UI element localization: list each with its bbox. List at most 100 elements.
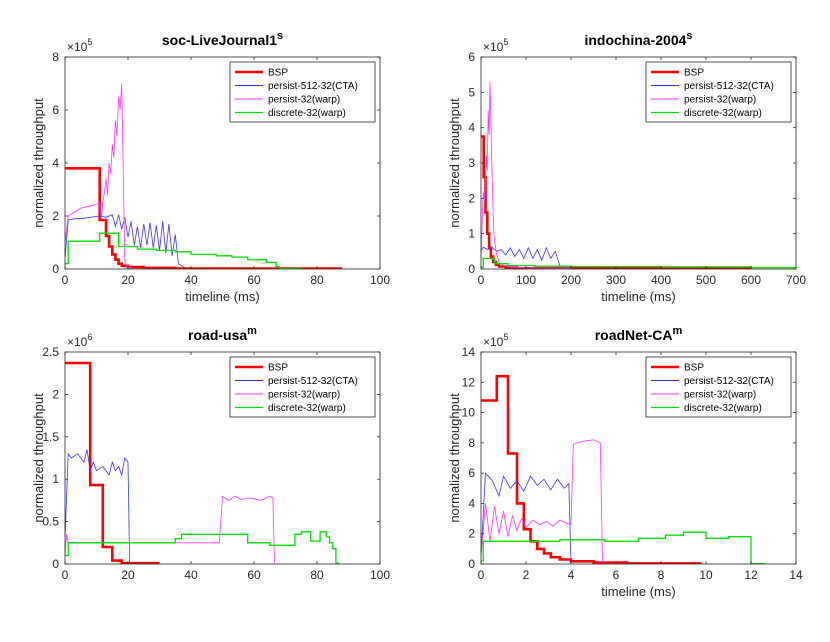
y-tick-label: 14: [462, 345, 476, 359]
x-tick-label: 100: [370, 568, 390, 582]
axes-frame: [64, 351, 381, 565]
y-exponent-label: ×105: [67, 37, 92, 54]
y-tick-label: 1: [468, 227, 475, 241]
chart-title-superscript: m: [673, 325, 683, 337]
x-axis-label: timeline (ms): [185, 289, 259, 304]
y-tick-label: 8: [52, 50, 59, 64]
x-tick-label: 400: [651, 273, 671, 287]
y-tick-label: 2: [52, 209, 59, 223]
chart-title: indochina-2004s: [584, 30, 692, 48]
x-tick-label: 0: [62, 568, 69, 582]
x-tick-label: 6: [613, 568, 620, 582]
x-tick-label: 4: [568, 568, 575, 582]
chart-panel-4: 0 2 4 6 8 10 12 14 0 2 4 6 8 10 12 14 ×105 roadNet-CAm tim…: [447, 325, 803, 599]
y-tick-label: 0.5: [42, 515, 59, 529]
y-tick-label: 8: [468, 436, 475, 450]
series-line-discrete-32-warp-: [65, 232, 302, 269]
x-tick-label: 300: [606, 273, 626, 287]
series-line-discrete-32-warp-: [65, 531, 340, 564]
series-line-persist-32-warp-: [481, 439, 603, 563]
series-line-persist-32-warp-: [481, 81, 572, 269]
y-tick-label: 4: [52, 156, 59, 170]
x-tick-label: 2: [523, 568, 530, 582]
y-tick-label: 2.5: [42, 345, 59, 359]
legend-entry: persist-512-32(CTA): [268, 81, 358, 92]
y-tick-label: 2: [52, 387, 59, 401]
y-exponent-label: ×106: [67, 332, 92, 349]
legend-entry: BSP: [268, 363, 288, 374]
series-line-bsp: [481, 135, 751, 269]
legend-entry: persist-32(warp): [684, 390, 756, 401]
chart-title-main: road-usa: [188, 327, 247, 343]
legend-entry: persist-32(warp): [684, 95, 756, 106]
series-group: [65, 361, 340, 564]
x-axis-label: timeline (ms): [601, 584, 675, 599]
y-axis-label: normalized throughput: [447, 393, 462, 523]
legend-entry: discrete-32(warp): [684, 108, 762, 119]
series-line-persist-512-32-cta-: [65, 449, 130, 563]
chart-title-main: roadNet-CA: [595, 327, 673, 343]
chart-title-superscript: s: [686, 30, 692, 42]
legend: BSP persist-512-32(CTA) persist-32(warp) di…: [645, 61, 792, 123]
legend-entry: BSP: [268, 68, 288, 79]
x-tick-label: 200: [561, 273, 581, 287]
chart-title-superscript: s: [277, 30, 283, 42]
x-tick-label: 60: [247, 273, 261, 287]
legend-entry: persist-32(warp): [268, 95, 340, 106]
y-tick-label: 4: [468, 121, 475, 135]
legend-entry: BSP: [684, 363, 704, 374]
legend-entry: discrete-32(warp): [268, 108, 346, 119]
x-tick-label: 20: [121, 273, 135, 287]
y-tick-label: 6: [52, 103, 59, 117]
y-exponent-label: ×105: [483, 332, 508, 349]
y-tick-label: 6: [468, 50, 475, 64]
legend: BSP persist-512-32(CTA) persist-32(warp) di…: [229, 61, 376, 123]
chart-panel-3: 0 20 40 60 80 100 0 0.5 1 1.5 2 2.5 ×106 road-usam nor…: [31, 325, 390, 582]
chart-title: soc-LiveJournal1s: [162, 30, 283, 48]
legend-entry: persist-512-32(CTA): [268, 376, 358, 387]
x-tick-label: 500: [696, 273, 716, 287]
y-tick-label: 2: [468, 191, 475, 205]
y-tick-label: 10: [462, 406, 476, 420]
x-tick-label: 0: [478, 568, 485, 582]
y-exponent-base: ×10: [483, 335, 504, 349]
x-tick-label: 100: [516, 273, 536, 287]
series-line-discrete-32-warp-: [481, 531, 765, 564]
y-tick-label: 0: [468, 262, 475, 276]
legend-entry: persist-32(warp): [268, 390, 340, 401]
axes-frame: [480, 351, 797, 565]
series-line-bsp: [65, 167, 343, 269]
chart-title: roadNet-CAm: [595, 325, 683, 343]
y-tick-label: 3: [468, 156, 475, 170]
x-tick-label: 60: [247, 568, 261, 582]
chart-title-main: soc-LiveJournal1: [162, 32, 277, 48]
y-tick-label: 2: [468, 527, 475, 541]
series-line-persist-512-32-cta-: [65, 214, 185, 269]
y-exponent-power: 5: [503, 332, 508, 342]
series-line-persist-512-32-cta-: [481, 246, 572, 269]
x-tick-label: 700: [786, 273, 806, 287]
series-line-persist-32-warp-: [65, 83, 135, 269]
legend-entry: discrete-32(warp): [684, 403, 762, 414]
y-exponent-base: ×10: [483, 40, 504, 54]
x-tick-label: 100: [370, 273, 390, 287]
y-exponent-power: 5: [87, 37, 92, 47]
x-tick-label: 20: [121, 568, 135, 582]
y-exponent-power: 6: [87, 332, 92, 342]
x-tick-label: 40: [184, 273, 198, 287]
series-line-persist-512-32-cta-: [481, 472, 572, 563]
y-tick-label: 1.5: [42, 430, 59, 444]
y-tick-label: 0: [52, 262, 59, 276]
legend-entry: discrete-32(warp): [268, 403, 346, 414]
x-tick-label: 600: [741, 273, 761, 287]
x-axis-label: timeline (ms): [601, 289, 675, 304]
y-exponent-base: ×10: [67, 335, 88, 349]
y-exponent-power: 5: [503, 37, 508, 47]
y-axis-label: normalized throughput: [31, 393, 46, 523]
y-tick-label: 4: [468, 496, 475, 510]
y-tick-label: 6: [468, 466, 475, 480]
chart-title: road-usam: [188, 325, 257, 343]
x-tick-label: 0: [62, 273, 69, 287]
legend: BSP persist-512-32(CTA) persist-32(warp) di…: [229, 356, 376, 418]
